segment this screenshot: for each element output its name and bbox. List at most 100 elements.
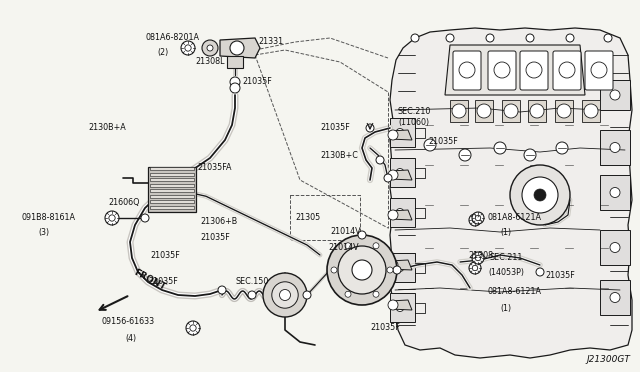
Circle shape bbox=[476, 255, 481, 261]
Text: SEC.211: SEC.211 bbox=[490, 253, 524, 263]
Circle shape bbox=[459, 62, 475, 78]
Circle shape bbox=[530, 104, 544, 118]
Circle shape bbox=[591, 62, 607, 78]
Circle shape bbox=[218, 286, 226, 294]
Circle shape bbox=[524, 149, 536, 161]
Circle shape bbox=[373, 291, 379, 297]
Polygon shape bbox=[600, 280, 630, 315]
Polygon shape bbox=[390, 293, 415, 322]
Text: 091B8-8161A: 091B8-8161A bbox=[22, 214, 76, 222]
Circle shape bbox=[477, 104, 491, 118]
Circle shape bbox=[393, 266, 401, 274]
Polygon shape bbox=[450, 100, 468, 122]
Circle shape bbox=[494, 142, 506, 154]
Circle shape bbox=[472, 265, 477, 271]
Polygon shape bbox=[150, 189, 194, 192]
Circle shape bbox=[396, 263, 404, 272]
Polygon shape bbox=[600, 230, 630, 265]
FancyBboxPatch shape bbox=[520, 51, 548, 90]
Circle shape bbox=[345, 243, 351, 249]
Text: FRONT: FRONT bbox=[132, 268, 167, 292]
Polygon shape bbox=[150, 195, 194, 198]
Circle shape bbox=[469, 214, 481, 226]
Circle shape bbox=[230, 83, 240, 93]
FancyBboxPatch shape bbox=[488, 51, 516, 90]
Polygon shape bbox=[390, 158, 415, 187]
Circle shape bbox=[280, 289, 291, 301]
Text: 081A6-8201A: 081A6-8201A bbox=[145, 33, 199, 42]
Text: (1): (1) bbox=[500, 228, 511, 237]
Circle shape bbox=[109, 215, 115, 221]
Circle shape bbox=[526, 62, 542, 78]
Circle shape bbox=[376, 156, 384, 164]
Circle shape bbox=[338, 246, 386, 294]
Text: 21014V: 21014V bbox=[330, 228, 360, 237]
Text: 21606Q: 21606Q bbox=[108, 198, 140, 206]
Circle shape bbox=[610, 187, 620, 198]
Polygon shape bbox=[445, 45, 585, 95]
Text: 2130B+A: 2130B+A bbox=[88, 124, 125, 132]
Circle shape bbox=[536, 268, 544, 276]
Circle shape bbox=[472, 212, 484, 224]
Text: 2130B+C: 2130B+C bbox=[320, 151, 358, 160]
Polygon shape bbox=[390, 260, 412, 270]
Polygon shape bbox=[600, 80, 630, 110]
Text: 21035F: 21035F bbox=[200, 234, 230, 243]
Polygon shape bbox=[150, 178, 194, 181]
Circle shape bbox=[388, 170, 398, 180]
Circle shape bbox=[584, 104, 598, 118]
Circle shape bbox=[486, 34, 494, 42]
Text: 21035F: 21035F bbox=[320, 124, 349, 132]
Circle shape bbox=[263, 273, 307, 317]
Circle shape bbox=[459, 149, 471, 161]
Circle shape bbox=[504, 104, 518, 118]
Circle shape bbox=[610, 90, 620, 100]
Circle shape bbox=[446, 34, 454, 42]
FancyBboxPatch shape bbox=[553, 51, 581, 90]
Text: 21306+B: 21306+B bbox=[200, 218, 237, 227]
Circle shape bbox=[396, 304, 404, 311]
Polygon shape bbox=[390, 253, 415, 282]
Text: 21035F: 21035F bbox=[428, 138, 458, 147]
Text: 21035F: 21035F bbox=[150, 251, 180, 260]
Circle shape bbox=[510, 165, 570, 225]
Circle shape bbox=[526, 34, 534, 42]
Text: SEC.210: SEC.210 bbox=[398, 108, 431, 116]
Polygon shape bbox=[475, 100, 493, 122]
Circle shape bbox=[230, 77, 240, 87]
Text: 21035F: 21035F bbox=[545, 270, 575, 279]
Text: 21014V: 21014V bbox=[328, 244, 358, 253]
Circle shape bbox=[604, 34, 612, 42]
Polygon shape bbox=[390, 130, 412, 140]
Circle shape bbox=[373, 243, 379, 249]
Circle shape bbox=[559, 62, 575, 78]
Text: (4): (4) bbox=[125, 334, 136, 343]
Circle shape bbox=[185, 45, 191, 51]
Polygon shape bbox=[150, 184, 194, 187]
Circle shape bbox=[424, 139, 436, 151]
Text: (3): (3) bbox=[38, 228, 49, 237]
Text: 09156-61633: 09156-61633 bbox=[102, 317, 155, 327]
Circle shape bbox=[610, 243, 620, 253]
Text: (14053P): (14053P) bbox=[488, 267, 524, 276]
Circle shape bbox=[331, 267, 337, 273]
Text: 21035F: 21035F bbox=[242, 77, 272, 87]
Polygon shape bbox=[600, 130, 630, 165]
Polygon shape bbox=[390, 210, 412, 220]
Polygon shape bbox=[148, 167, 196, 212]
Circle shape bbox=[411, 34, 419, 42]
Text: 21308: 21308 bbox=[468, 250, 493, 260]
Circle shape bbox=[534, 189, 546, 201]
Polygon shape bbox=[390, 198, 415, 227]
Bar bbox=[227, 56, 243, 68]
Circle shape bbox=[610, 292, 620, 302]
Circle shape bbox=[396, 128, 404, 137]
Text: 081A8-6121A: 081A8-6121A bbox=[488, 288, 542, 296]
Circle shape bbox=[472, 217, 477, 223]
Polygon shape bbox=[150, 167, 194, 170]
Circle shape bbox=[272, 282, 298, 308]
Circle shape bbox=[352, 260, 372, 280]
Circle shape bbox=[388, 260, 398, 270]
Circle shape bbox=[181, 41, 195, 55]
Polygon shape bbox=[150, 206, 194, 209]
